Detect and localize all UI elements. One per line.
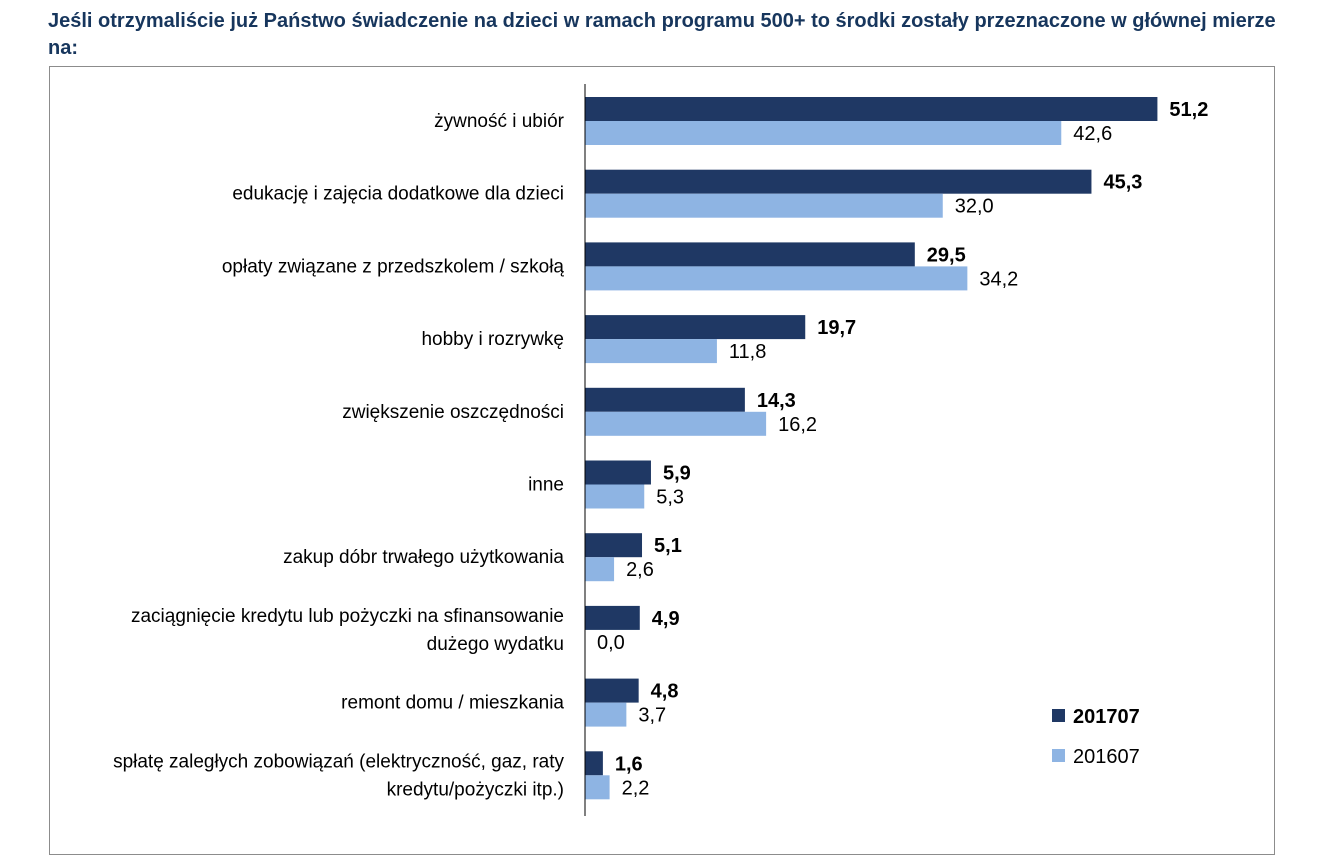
bar-201607-8 — [585, 702, 627, 727]
chart-title: Jeśli otrzymaliście już Państwo świadcze… — [48, 10, 1276, 59]
bar-201607-5 — [585, 484, 645, 509]
bar-201707-6 — [585, 533, 643, 558]
value-label-201707-4: 14,3 — [757, 390, 796, 412]
value-label-201707-8: 4,8 — [651, 681, 679, 703]
category-label-9-line-0: spłatę zaległych zobowiązań (elektryczno… — [113, 751, 564, 772]
legend-swatch-201607 — [1052, 749, 1065, 762]
bar-201707-8 — [585, 678, 639, 703]
bar-201707-1 — [585, 169, 1092, 194]
value-label-201607-6: 2,6 — [626, 559, 654, 581]
category-label-1: edukację i zajęcia dodatkowe dla dzieci — [232, 184, 564, 205]
category-label-3: hobby i rozrywkę — [421, 329, 564, 350]
category-label-6: zakup dóbr trwałego użytkowania — [283, 547, 564, 568]
bar-201607-1 — [585, 193, 943, 218]
bar-201707-0 — [585, 97, 1158, 121]
legend: 201707 201607 — [1052, 706, 1140, 768]
bar-201707-2 — [585, 242, 915, 267]
bar-201607-0 — [585, 121, 1062, 145]
value-label-201707-6: 5,1 — [654, 535, 682, 557]
category-label-0: żywność i ubiór — [434, 111, 565, 132]
value-label-201607-0: 42,6 — [1073, 123, 1112, 145]
bar-201707-4 — [585, 387, 745, 412]
value-label-201707-5: 5,9 — [663, 463, 691, 485]
legend-label-201607: 201607 — [1073, 746, 1140, 768]
category-label-8: remont domu / mieszkania — [341, 693, 564, 714]
category-label-7-line-1: dużego wydatku — [427, 634, 564, 655]
value-label-201607-4: 16,2 — [778, 414, 817, 436]
value-label-201707-2: 29,5 — [927, 244, 966, 266]
bar-201607-6 — [585, 557, 615, 582]
value-label-201607-5: 5,3 — [656, 487, 684, 509]
bar-201607-4 — [585, 411, 767, 436]
value-label-201607-9: 2,2 — [622, 777, 650, 799]
bar-201707-3 — [585, 315, 806, 340]
value-label-201607-2: 34,2 — [979, 268, 1018, 290]
legend-swatch-201707 — [1052, 709, 1065, 722]
bar-201707-5 — [585, 460, 651, 485]
value-label-201707-3: 19,7 — [817, 317, 856, 339]
value-label-201607-1: 32,0 — [955, 196, 994, 218]
value-label-201607-7: 0,0 — [597, 632, 625, 654]
value-label-201707-9: 1,6 — [615, 753, 643, 775]
category-label-4: zwiększenie oszczędności — [342, 402, 564, 423]
bar-201707-9 — [585, 751, 603, 776]
value-label-201607-8: 3,7 — [638, 705, 666, 727]
value-label-201707-1: 45,3 — [1103, 172, 1142, 194]
category-label-2: opłaty związane z przedszkolem / szkołą — [222, 256, 565, 277]
legend-label-201707: 201707 — [1073, 706, 1140, 728]
category-label-7-line-0: zaciągnięcie kredytu lub pożyczki na sfi… — [131, 606, 564, 627]
value-label-201707-0: 51,2 — [1169, 99, 1208, 121]
bars-layer — [585, 97, 1158, 800]
value-label-201707-7: 4,9 — [652, 608, 680, 630]
bar-201607-3 — [585, 339, 717, 364]
category-label-5: inne — [528, 475, 564, 496]
bar-201607-2 — [585, 266, 968, 291]
category-label-9-line-1: kredytu/pożyczki itp.) — [387, 779, 564, 800]
value-label-201607-3: 11,8 — [729, 341, 766, 363]
bar-201707-7 — [585, 605, 640, 630]
bar-201607-9 — [585, 775, 610, 800]
labels-layer: 51,2 42,6 żywność i ubiór 45,3 32,0 edukację … — [113, 99, 1208, 800]
